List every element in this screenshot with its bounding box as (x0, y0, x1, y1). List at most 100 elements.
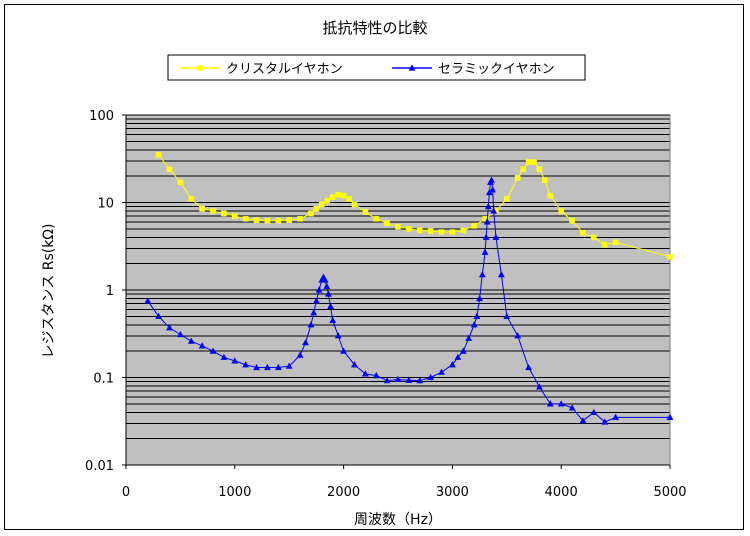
data-point (579, 417, 587, 424)
data-point (473, 312, 481, 319)
y-tick-label: 0.1 (93, 372, 114, 387)
data-point (525, 159, 532, 165)
data-point (483, 218, 491, 225)
data-point (416, 377, 424, 384)
data-point (188, 196, 195, 202)
data-point (591, 234, 597, 241)
data-point (242, 361, 250, 368)
data-point (286, 217, 292, 223)
data-point (315, 286, 323, 293)
data-point (384, 220, 390, 227)
data-point (351, 361, 358, 368)
data-point (307, 321, 315, 328)
data-point (438, 368, 445, 375)
data-point (449, 361, 456, 368)
y-tick-label: 10 (97, 197, 114, 212)
data-point (427, 373, 435, 381)
data-point (340, 347, 347, 354)
legend-label: セラミックイヤホン (438, 62, 555, 77)
data-point (394, 375, 402, 383)
data-point (547, 192, 554, 199)
data-point (484, 202, 492, 210)
legend-label: クリスタルイヤホン (226, 62, 343, 77)
data-point (667, 253, 673, 260)
data-point (383, 377, 391, 384)
data-point (536, 166, 543, 173)
data-point (231, 357, 239, 364)
y-tick-label: 100 (89, 109, 114, 124)
data-point (323, 282, 331, 289)
axes (122, 114, 671, 469)
data-point (514, 332, 522, 339)
data-point (221, 210, 227, 217)
data-point (514, 175, 521, 181)
data-point (310, 309, 318, 316)
data-point (482, 233, 490, 240)
data-point (485, 188, 493, 196)
data-point (274, 363, 282, 371)
y-axis-label: レジスタンス Rs(kΩ) (41, 224, 57, 359)
data-point (490, 207, 498, 214)
data-point (327, 302, 334, 309)
data-point (264, 217, 271, 224)
data-point (334, 332, 342, 339)
data-point (557, 400, 565, 407)
data-point (155, 152, 162, 158)
data-point (504, 196, 510, 202)
data-point (177, 179, 184, 186)
y-tick-label: 1 (106, 284, 114, 299)
x-tick-label: 1000 (218, 485, 251, 500)
data-point (489, 186, 497, 193)
data-point (612, 413, 619, 420)
data-point (324, 197, 331, 204)
x-axis-label: 周波数（Hz） (354, 512, 442, 528)
data-point (405, 376, 413, 383)
series-2 (144, 176, 674, 425)
data-point (373, 216, 380, 222)
legend-marker (408, 64, 416, 71)
data-point (438, 229, 445, 235)
data-point (321, 276, 329, 283)
data-point (177, 330, 184, 338)
data-point (542, 177, 548, 183)
data-point (395, 223, 401, 230)
data-point (199, 205, 205, 212)
data-point (372, 372, 380, 379)
x-tick-label: 0 (122, 485, 130, 500)
data-point (210, 208, 216, 214)
data-point (209, 347, 217, 354)
data-point (481, 248, 489, 255)
x-tick-labels: 0 1000 2000 3000 4000 5000 (122, 485, 687, 500)
series-1 (155, 152, 673, 260)
data-series (144, 152, 674, 425)
x-tick-label: 3000 (436, 485, 469, 500)
data-point (275, 217, 282, 224)
data-point (264, 363, 271, 371)
data-point (478, 270, 486, 278)
data-point (536, 383, 543, 390)
data-point (558, 208, 564, 214)
data-point (220, 353, 228, 360)
data-point (488, 176, 495, 183)
data-point (568, 404, 576, 411)
data-point (601, 418, 609, 425)
data-point (302, 339, 309, 346)
legend-box (167, 54, 586, 81)
data-point (476, 294, 483, 302)
data-point (308, 210, 314, 217)
data-point (335, 191, 341, 198)
data-point (253, 217, 260, 223)
data-point (470, 321, 478, 328)
data-point (666, 413, 674, 420)
data-point (242, 216, 249, 222)
data-point (351, 201, 358, 208)
data-point (361, 370, 369, 377)
data-point (285, 362, 293, 369)
data-point (324, 290, 332, 297)
data-point (482, 216, 488, 222)
data-point (313, 297, 320, 304)
data-point (531, 159, 537, 165)
data-point (525, 363, 532, 371)
data-point (465, 334, 473, 341)
